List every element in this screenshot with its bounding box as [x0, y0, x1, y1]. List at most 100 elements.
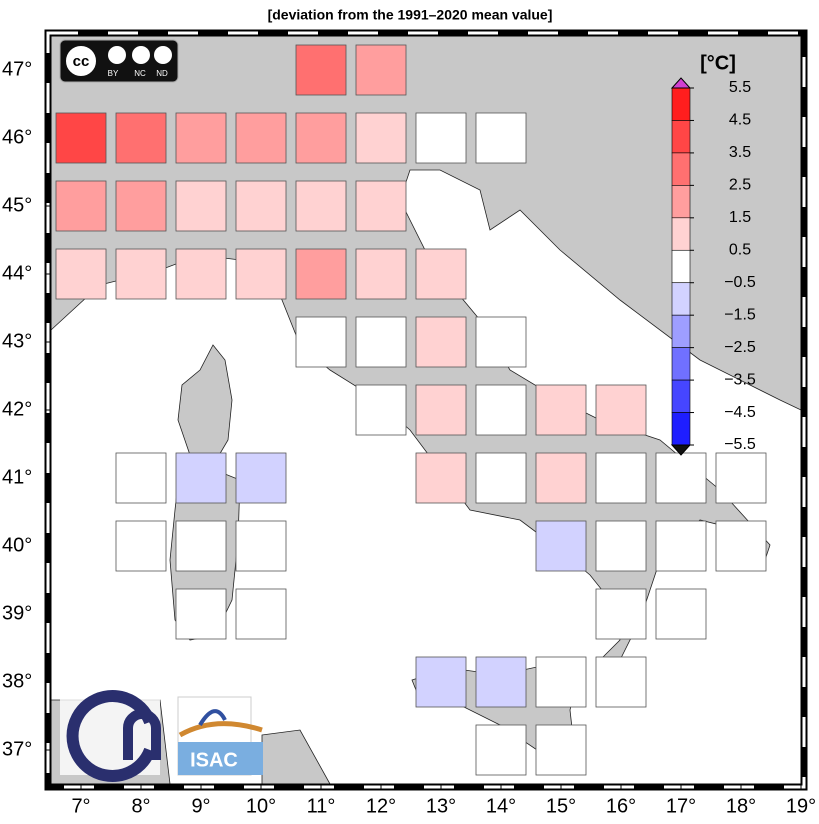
- y-tick-label: 38°: [2, 670, 32, 692]
- colorbar-bin: [671, 152, 691, 186]
- x-tick-label: 12°: [366, 795, 396, 817]
- x-tick-label: 7°: [71, 795, 90, 817]
- colorbar-label: −3.5: [724, 371, 756, 388]
- grid-cell: [655, 452, 707, 504]
- cc-icon: [154, 46, 172, 64]
- colorbar-label: −5.5: [724, 436, 756, 453]
- grid-cell: [355, 180, 407, 232]
- axes: 7° 8° 9° 10° 11° 12° 13° 14° 15° 16° 17° 18° 19° 37° 3…: [2, 58, 816, 817]
- grid-cell: [235, 452, 287, 504]
- colorbar-bin: [671, 249, 691, 284]
- grid-cell: [475, 724, 527, 776]
- colorbar-label: 3.5: [729, 144, 751, 161]
- colorbar-unit: [°C]: [700, 52, 736, 74]
- colorbar-label: 4.5: [729, 112, 751, 129]
- grid-cell: [415, 384, 467, 436]
- grid-cell: [295, 316, 347, 368]
- x-tick-label: 13°: [426, 795, 456, 817]
- grid-cell: [475, 452, 527, 504]
- grid-cell: [115, 520, 167, 572]
- y-tick-label: 37°: [2, 738, 32, 760]
- cnr-arc: [66, 690, 156, 782]
- grid-cell: [415, 112, 467, 164]
- grid-cell: [415, 656, 467, 708]
- colorbar-label: −2.5: [724, 339, 756, 356]
- cc-nc: NC: [134, 69, 146, 78]
- grid-cell: [115, 248, 167, 300]
- colorbar-bin: [671, 120, 691, 154]
- grid-cell: [595, 588, 647, 640]
- grid-cell: [415, 316, 467, 368]
- colorbar-label: 2.5: [729, 177, 751, 194]
- grid-cell: [655, 588, 707, 640]
- grid-cell: [355, 384, 407, 436]
- grid-cell: [175, 112, 227, 164]
- grid-cell: [535, 384, 587, 436]
- colorbar-bin: [671, 314, 691, 348]
- y-tick-label: 39°: [2, 602, 32, 624]
- grid-cell: [295, 44, 347, 96]
- x-tick-label: 9°: [191, 795, 210, 817]
- colorbar-label: −1.5: [724, 306, 756, 323]
- grid-cell: [235, 112, 287, 164]
- grid-cell: [355, 44, 407, 96]
- x-tick-label: 18°: [726, 795, 756, 817]
- colorbar-label: −4.5: [724, 404, 756, 421]
- grid-cell: [355, 248, 407, 300]
- x-tick-label: 15°: [546, 795, 576, 817]
- colorbar-bin: [671, 379, 691, 413]
- colorbar-bin: [671, 217, 691, 251]
- grid-cell: [715, 452, 767, 504]
- cc-circle: [64, 44, 98, 78]
- map-title: [deviation from the 1991–2020 mean value…: [268, 7, 553, 23]
- isac-swoosh: [198, 709, 227, 727]
- colorbar-label: 1.5: [729, 209, 751, 226]
- grid-cell: [115, 452, 167, 504]
- cc-by: BY: [108, 69, 119, 78]
- cells: [55, 44, 767, 776]
- colorbar-label: 5.5: [729, 79, 751, 96]
- cc-text: cc: [73, 53, 90, 70]
- grid-cell: [715, 520, 767, 572]
- grid-cell: [235, 520, 287, 572]
- colorbar-bin: [671, 185, 691, 219]
- colorbar-bin: [671, 347, 691, 381]
- grid-cell: [175, 520, 227, 572]
- cnr-arc: [123, 709, 161, 760]
- cnr-logo: [60, 690, 161, 782]
- y-tick-label: 43°: [2, 330, 32, 352]
- grid-cell: [235, 248, 287, 300]
- grid-cell: [295, 112, 347, 164]
- y-tick-label: 44°: [2, 262, 32, 284]
- grid-cell: [595, 384, 647, 436]
- isac-swoosh: [178, 721, 263, 738]
- x-tick-label: 10°: [246, 795, 276, 817]
- y-tick-label: 42°: [2, 398, 32, 420]
- y-tick-label: 41°: [2, 466, 32, 488]
- cc-icon: [108, 46, 126, 64]
- grid-cell: [115, 180, 167, 232]
- grid-cell: [535, 656, 587, 708]
- isac-logo: ISAC: [177, 696, 263, 776]
- colorbar-over: [670, 77, 692, 89]
- x-tick-label: 16°: [606, 795, 636, 817]
- grid-cell: [55, 248, 107, 300]
- colorbar-bin: [671, 87, 691, 121]
- grid-cell: [535, 724, 587, 776]
- colorbar-label: −0.5: [724, 274, 756, 291]
- grid-cell: [295, 180, 347, 232]
- grid-cell: [235, 180, 287, 232]
- grid-cell: [175, 248, 227, 300]
- grid-cell: [535, 520, 587, 572]
- x-tick-label: 17°: [666, 795, 696, 817]
- y-tick-label: 40°: [2, 534, 32, 556]
- grid-cell: [115, 112, 167, 164]
- isac-text: ISAC: [190, 749, 238, 771]
- grid-cell: [595, 520, 647, 572]
- colorbar: [°C] 5.5 4.5 3.5 2.5 1.5 0.5 −0.5 −1.5 −2.5 −3.5 −…: [670, 52, 756, 456]
- grid-cell: [175, 180, 227, 232]
- isac-band: [178, 742, 263, 775]
- grid-cell: [595, 656, 647, 708]
- colorbar-bin: [671, 412, 691, 446]
